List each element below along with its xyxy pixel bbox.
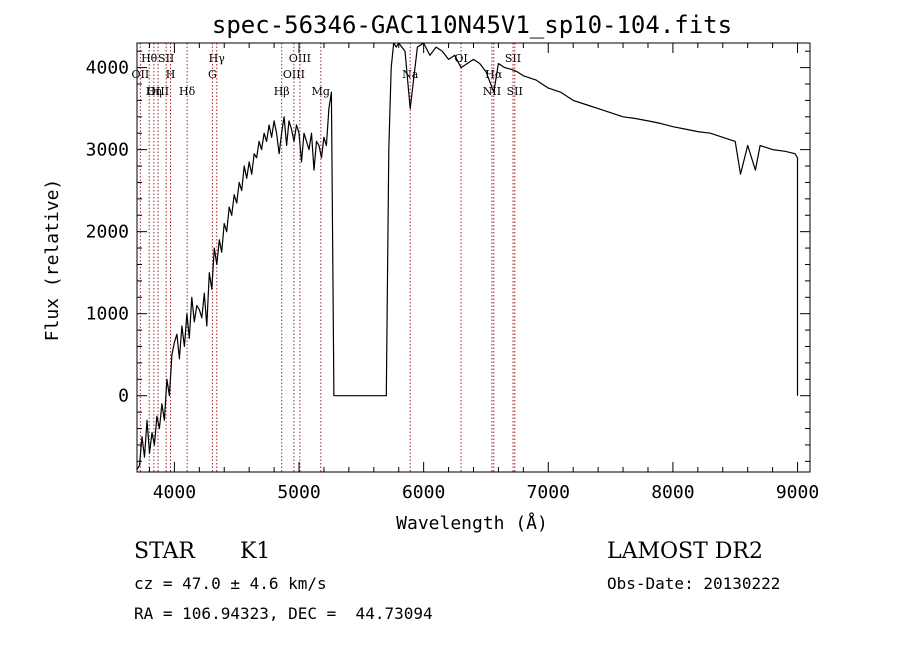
marker-label: Hγ xyxy=(209,52,226,65)
marker-label: Hβ xyxy=(274,85,290,98)
y-tick-label: 2000 xyxy=(86,222,129,243)
marker-label: Mg xyxy=(312,85,330,98)
survey-name: LAMOST DR2 xyxy=(607,539,763,564)
x-axis-ticks: 4000 5000 6000 7000 8000 9000 xyxy=(148,43,819,503)
marker-label: OIII xyxy=(289,52,311,65)
y-tick-label: 3000 xyxy=(86,140,129,161)
marker-label: OIII xyxy=(147,85,169,98)
marker-label: OII xyxy=(132,68,150,81)
redshift-value: cz = 47.0 ± 4.6 km/s xyxy=(134,574,327,593)
series-layer xyxy=(136,42,799,470)
spectrum-line xyxy=(136,42,799,470)
marker-label: Hη xyxy=(146,85,162,98)
x-tick-label: 8000 xyxy=(651,482,694,503)
marker-label: G xyxy=(208,68,217,81)
y-axis-label: Flux (relative) xyxy=(42,179,63,342)
y-axis-ticks: 0 1000 2000 3000 4000 xyxy=(86,50,810,462)
x-tick-label: 5000 xyxy=(277,482,320,503)
line-markers: HθOIIOIIIHηSIIHHδHγGHβOIIIOIIIMgNaOIHαNI… xyxy=(132,43,523,472)
marker-label: Hδ xyxy=(179,85,196,98)
marker-label: NII xyxy=(483,85,501,98)
sky-coordinates: RA = 106.94323, DEC = 44.73094 xyxy=(134,604,433,623)
marker-label: SII xyxy=(507,85,523,98)
marker-label: SII xyxy=(158,52,174,65)
marker-label: SII xyxy=(505,52,521,65)
object-class: STAR xyxy=(134,539,195,564)
x-tick-label: 7000 xyxy=(527,482,570,503)
x-axis-label: Wavelength (Å) xyxy=(396,512,548,534)
y-tick-label: 1000 xyxy=(86,304,129,325)
y-tick-label: 0 xyxy=(118,386,129,407)
marker-label: OIII xyxy=(283,68,305,81)
marker-label: Hθ xyxy=(141,52,158,65)
plot-frame xyxy=(136,42,811,473)
observation-date: Obs-Date: 20130222 xyxy=(607,574,781,593)
x-tick-label: 9000 xyxy=(776,482,819,503)
spectral-subclass: K1 xyxy=(240,539,271,564)
x-tick-label: 4000 xyxy=(153,482,196,503)
marker-label: H xyxy=(166,68,176,81)
x-tick-label: 6000 xyxy=(402,482,445,503)
marker-label: Na xyxy=(402,68,419,81)
y-tick-label: 4000 xyxy=(86,58,129,79)
marker-label: Hα xyxy=(485,68,503,81)
chart-title: spec-56346-GAC110N45V1_sp10-104.fits xyxy=(212,11,732,39)
